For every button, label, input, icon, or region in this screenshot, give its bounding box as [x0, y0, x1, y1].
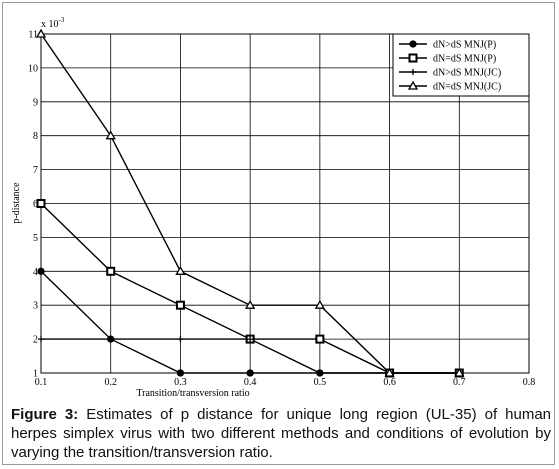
y-axis-label: p-distance	[11, 182, 22, 224]
marker	[175, 300, 185, 310]
y-tick-label: 4	[33, 267, 38, 278]
y-tick-label: 10	[28, 63, 38, 74]
x-tick-label: 0.6	[383, 377, 396, 388]
marker	[384, 367, 395, 377]
x-tick-label: 0.4	[244, 377, 257, 388]
y-tick-label: 1	[33, 369, 38, 380]
marker	[175, 265, 186, 275]
legend-label: dN=dS MNJ(JC)	[433, 82, 501, 93]
x-tick-label: 0.3	[174, 377, 187, 388]
legend-label: dN>dS MNJ(P)	[433, 40, 496, 51]
marker	[35, 28, 47, 38]
y-tick-label: 8	[33, 131, 38, 142]
y-tick-label: 6	[33, 199, 38, 210]
marker	[245, 299, 256, 309]
marker	[37, 267, 45, 275]
legend-label: dN=dS MNJ(P)	[433, 54, 496, 65]
marker	[454, 367, 465, 377]
x-tick-label: 0.2	[104, 377, 117, 388]
x-tick-label: 0.8	[523, 377, 536, 388]
y-tick-label: 2	[33, 335, 38, 346]
x-tick-label: 0.5	[314, 377, 327, 388]
marker	[246, 369, 254, 377]
x-tick-label: 0.7	[453, 377, 466, 388]
chart: Transition/transversion ratio p-distance…	[11, 16, 536, 399]
x-tick-label: 0.1	[35, 377, 48, 388]
marker	[107, 336, 114, 343]
marker	[410, 69, 416, 75]
y-tick-label: 11	[28, 30, 38, 41]
marker	[105, 130, 116, 140]
y-tick-label: 9	[33, 97, 38, 108]
marker	[38, 336, 44, 343]
marker	[177, 336, 184, 343]
y-multiplier-base: x 10	[41, 19, 59, 30]
marker	[36, 199, 46, 208]
y-tick-label: 7	[33, 165, 38, 176]
marker	[314, 299, 325, 309]
y-tick-label: 5	[33, 233, 38, 244]
x-axis-label: Transition/transversion ratio	[136, 388, 249, 399]
legend-label: dN>dS MNJ(JC)	[433, 68, 501, 79]
marker	[106, 266, 116, 276]
marker	[316, 370, 323, 376]
y-multiplier-exponent: -3	[59, 16, 65, 24]
marker	[176, 369, 185, 377]
marker	[409, 40, 417, 48]
legend: dN>dS MNJ(P) dN=dS MNJ(P) dN>dS MNJ(JC) dN=…	[392, 33, 530, 97]
marker	[407, 80, 419, 90]
y-tick-label: 3	[33, 301, 38, 312]
caption-text: Estimates of p distance for unique long …	[11, 406, 552, 461]
marker	[315, 334, 325, 344]
y-multiplier: x 10-3	[41, 16, 65, 30]
figure: Transition/transversion ratio p-distance…	[2, 2, 555, 465]
marker	[247, 336, 254, 343]
caption-label: Figure 3:	[11, 406, 79, 423]
marker	[408, 53, 418, 63]
caption: Figure 3: Estimates of p distance for un…	[11, 405, 551, 462]
